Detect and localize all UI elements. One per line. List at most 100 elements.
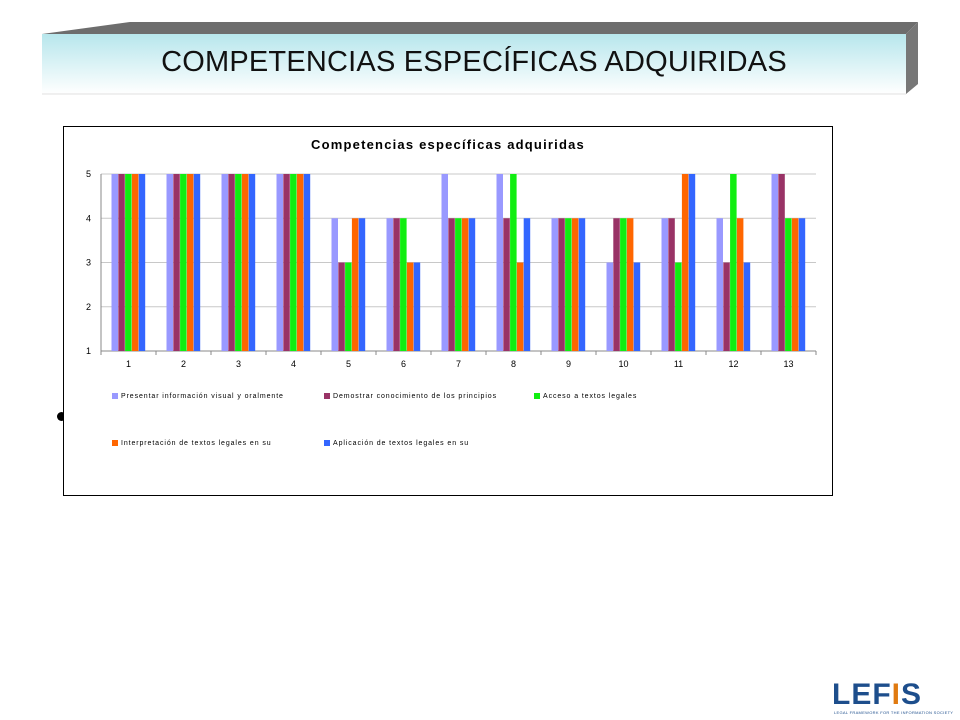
bar <box>221 174 228 351</box>
bar <box>331 218 338 351</box>
bar <box>620 218 627 351</box>
bar <box>138 174 146 351</box>
x-tick-label: 4 <box>291 359 296 369</box>
bullet-point <box>57 412 66 421</box>
bar <box>681 174 689 351</box>
x-tick-label: 6 <box>401 359 406 369</box>
bar <box>441 174 448 351</box>
bar <box>118 174 125 351</box>
x-tick-label: 13 <box>783 359 793 369</box>
legend-item: Demostrar conocimiento de los principios <box>324 393 497 400</box>
legend-label: Presentar información visual y oralmente <box>121 393 284 400</box>
logo-wordmark: LEFIS <box>832 678 923 711</box>
x-tick-label: 11 <box>674 359 683 369</box>
bar <box>716 218 723 351</box>
bar <box>606 262 613 351</box>
bar <box>633 262 641 351</box>
y-tick-label: 3 <box>86 258 91 268</box>
y-tick-label: 5 <box>86 169 91 179</box>
legend-swatch <box>112 393 118 400</box>
bar <box>296 174 304 351</box>
y-tick-label: 4 <box>86 213 91 223</box>
legend-item: Presentar información visual y oralmente <box>112 393 284 400</box>
bar <box>675 262 682 351</box>
bar <box>736 218 744 351</box>
legend-swatch <box>534 393 540 400</box>
legend-swatch <box>112 440 118 447</box>
bar <box>626 218 634 351</box>
bar <box>516 262 524 351</box>
x-tick-label: 5 <box>346 359 351 369</box>
bar <box>303 174 311 351</box>
bar <box>778 174 785 351</box>
bar <box>351 218 359 351</box>
legend-item: Interpretación de textos legales en su <box>112 440 272 447</box>
bar <box>468 218 476 351</box>
bar <box>386 218 393 351</box>
x-tick-label: 12 <box>728 359 738 369</box>
legend-item: Acceso a textos legales <box>534 393 637 400</box>
bar <box>785 218 792 351</box>
legend-item: Aplicación de textos legales en su <box>324 440 469 447</box>
bar <box>358 218 366 351</box>
bar <box>523 218 531 351</box>
x-tick-label: 7 <box>456 359 461 369</box>
bar <box>661 218 668 351</box>
bar <box>345 262 352 351</box>
x-tick-label: 1 <box>126 359 131 369</box>
lefis-logo: LEFIS LEGAL FRAMEWORK FOR THE INFORMATIO… <box>832 680 954 716</box>
bar <box>111 174 118 351</box>
bar <box>455 218 462 351</box>
bar <box>290 174 297 351</box>
bar <box>496 174 503 351</box>
bar <box>166 174 173 351</box>
bar <box>448 218 455 351</box>
legend-swatch <box>324 393 330 400</box>
bar <box>798 218 806 351</box>
bar <box>461 218 469 351</box>
bar <box>228 174 235 351</box>
bar <box>413 262 421 351</box>
bar <box>241 174 249 351</box>
legend-label: Interpretación de textos legales en su <box>121 440 272 447</box>
y-tick-label: 2 <box>86 302 91 312</box>
x-tick-label: 2 <box>181 359 186 369</box>
title-banner <box>42 22 918 95</box>
bar <box>578 218 586 351</box>
legend-label: Demostrar conocimiento de los principios <box>333 393 497 400</box>
bar <box>173 174 180 351</box>
legend-label: Acceso a textos legales <box>543 393 638 400</box>
bar <box>503 218 510 351</box>
bar <box>125 174 132 351</box>
bar <box>186 174 194 351</box>
bar <box>180 174 187 351</box>
bar <box>283 174 290 351</box>
y-tick-label: 1 <box>86 346 91 356</box>
bar <box>688 174 696 351</box>
x-tick-label: 3 <box>236 359 241 369</box>
legend-label: Aplicación de textos legales en su <box>333 440 470 447</box>
logo-subtitle: LEGAL FRAMEWORK FOR THE INFORMATION SOCI… <box>834 710 954 715</box>
x-tick-label: 10 <box>618 359 628 369</box>
bar <box>235 174 242 351</box>
bar <box>400 218 407 351</box>
bar <box>393 218 400 351</box>
bar <box>791 218 799 351</box>
bar <box>131 174 139 351</box>
x-tick-label: 8 <box>511 359 516 369</box>
chart-title: Competencias específicas adquiridas <box>311 137 585 152</box>
bar <box>338 262 345 351</box>
bar <box>248 174 256 351</box>
bar <box>743 262 751 351</box>
bar <box>613 218 620 351</box>
bar <box>510 174 517 351</box>
bar <box>771 174 778 351</box>
bar <box>668 218 675 351</box>
bar <box>730 174 737 351</box>
bar <box>551 218 558 351</box>
bar <box>406 262 414 351</box>
bar <box>193 174 201 351</box>
bar <box>723 262 730 351</box>
